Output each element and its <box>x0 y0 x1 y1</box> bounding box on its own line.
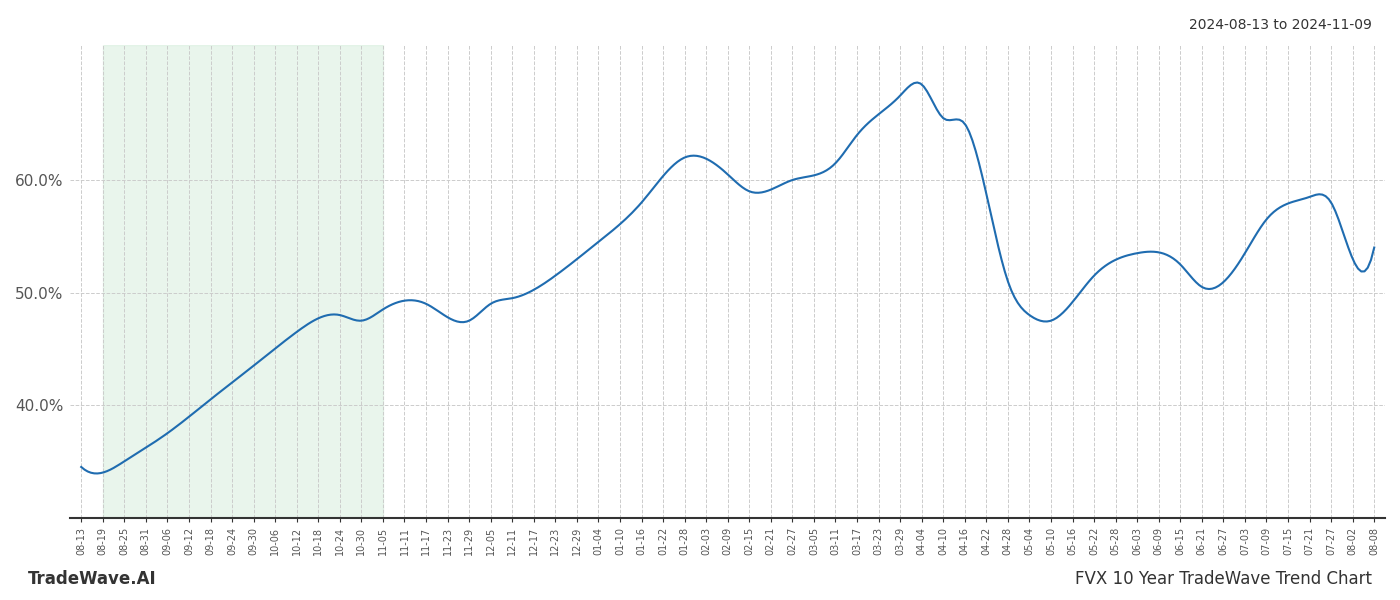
Text: TradeWave.AI: TradeWave.AI <box>28 570 157 588</box>
Bar <box>102 45 384 518</box>
Text: 2024-08-13 to 2024-11-09: 2024-08-13 to 2024-11-09 <box>1189 18 1372 32</box>
Text: FVX 10 Year TradeWave Trend Chart: FVX 10 Year TradeWave Trend Chart <box>1075 570 1372 588</box>
